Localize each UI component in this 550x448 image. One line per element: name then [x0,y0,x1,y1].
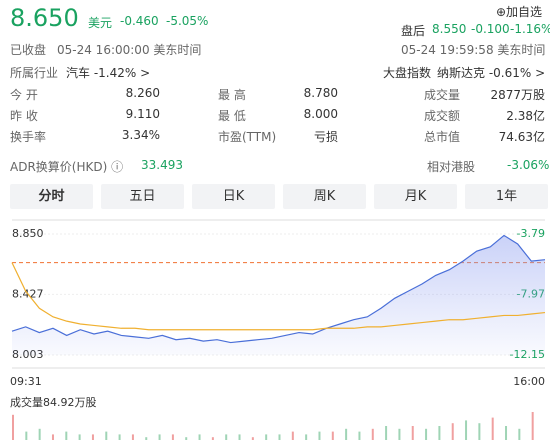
volume-bar [345,428,348,440]
volume-bar [105,431,108,440]
y-tick-label: 8.003 [12,348,44,361]
volume-bar [251,437,254,440]
volume-bar [438,426,441,440]
relative-label: 相对港股 [427,160,476,174]
volume-bar [318,431,321,440]
volume-bar [371,428,374,440]
volume-bar [411,426,414,440]
stat-label: 换手率 [10,130,47,144]
after-hours-label: 盘后 [401,24,426,38]
volume-bar [118,434,121,440]
x-tick-label: 09:31 [10,375,42,388]
after-hours-change: -0.100 [471,22,510,36]
volume-bar [198,434,201,440]
currency: 美元 [88,16,113,30]
volume-label: 成交量84.92万股 [10,395,97,409]
stat-label: 最 低 [218,109,246,123]
stat-value: 9.110 [125,107,160,121]
volume-bar [171,434,174,440]
stat-value: 亏损 [313,130,338,144]
stat-value: 3.34% [121,128,160,142]
close-time: 05-24 16:00:00 美东时间 [57,43,202,57]
y2-tick-label: -7.97 [517,288,545,301]
volume-bar [131,434,134,440]
stat-value: 8.780 [303,86,338,100]
y2-tick-label: -12.15 [510,348,545,361]
volume-bar [505,426,508,440]
stat-label: 总市值 [424,130,461,144]
stat-value: 8.000 [303,107,338,121]
volume-bar [291,431,294,440]
tab[interactable]: 五日 [101,184,184,209]
stat-label: 成交额 [424,109,461,123]
volume-bar [12,414,14,440]
after-hours-pct: -1.16% [510,22,550,36]
tab[interactable]: 日K [192,184,275,209]
y-tick-label: 8.850 [12,227,44,240]
status: 已收盘 [10,43,47,57]
tab[interactable]: 1年 [465,184,548,209]
stat-label: 市盈(TTM) [218,130,277,144]
add-watchlist[interactable]: ⊕加自选 [495,5,542,19]
volume-bar [531,412,534,440]
y2-tick-label: -3.79 [517,227,545,240]
volume-bar [38,428,41,440]
volume-bar [398,428,401,440]
volume-bar [278,434,281,440]
adr-value: 33.493 [141,158,183,172]
price-line [11,234,546,344]
industry[interactable]: 汽车 -1.42% > [66,66,151,80]
relative-value: -3.06% [507,158,550,172]
price: 8.650 [10,4,79,32]
volume-bar [385,426,388,440]
volume-bar [518,428,521,440]
volume-bar [78,434,81,440]
stat-label: 昨 收 [10,109,38,123]
volume-bar [211,437,214,440]
volume-bar [158,434,161,440]
y-tick-label: 8.427 [12,287,44,300]
volume-bar [465,420,468,440]
volume-bar [451,423,454,440]
after-hours-price: 8.550 [432,22,467,36]
stat-value: 2877万股 [490,88,545,102]
volume-bar [145,437,148,440]
volume-bar [91,434,94,440]
adr-label: ADR换算价(HKD) ⓘ [10,160,124,174]
index[interactable]: 纳斯达克 -0.61% > [437,66,546,80]
stat-value: 8.260 [125,86,160,100]
volume-bar [425,428,428,440]
volume-bar [225,434,228,440]
index-label: 大盘指数 [383,66,432,80]
volume-bar [238,434,241,440]
volume-bar [358,431,361,440]
volume-bar [305,434,308,440]
volume-bar [265,434,268,440]
stat-value: 74.63亿 [498,130,545,144]
volume-bar [65,431,68,440]
stat-label: 今 开 [10,88,38,102]
tab[interactable]: 月K [374,184,457,209]
volume-bar [25,431,28,440]
x-tick-label: 16:00 [513,375,545,388]
stat-label: 成交量 [424,88,461,102]
change-pct: -5.05% [166,14,209,28]
average-line [11,262,546,331]
volume-bar [478,423,481,440]
change: -0.460 [120,14,159,28]
after-time: 05-24 19:59:58 美东时间 [401,43,546,57]
price-area [12,235,545,355]
volume-bar [331,431,334,440]
volume-bar [491,417,494,440]
stat-label: 最 高 [218,88,246,102]
volume-bar [51,434,54,440]
tab-active[interactable]: 分时 [10,184,93,209]
volume-bar [185,437,188,440]
industry-label: 所属行业 [10,66,59,80]
stat-value: 2.38亿 [506,109,545,123]
tab[interactable]: 周K [283,184,366,209]
